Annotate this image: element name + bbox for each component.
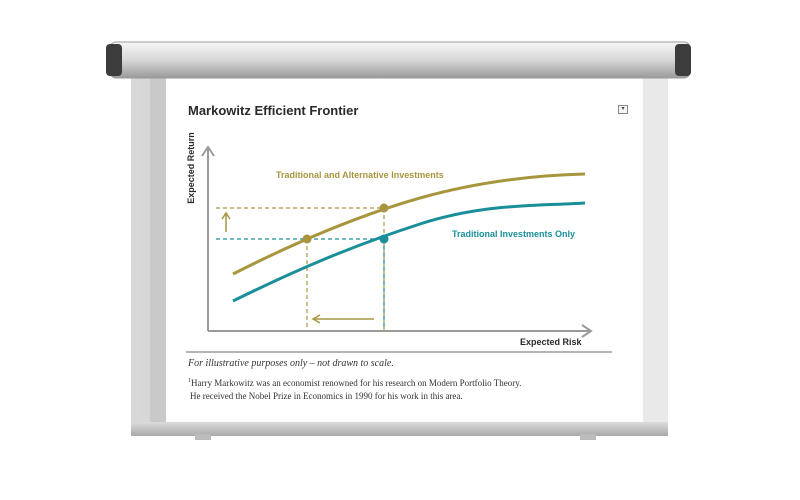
curve-label-traditional: Traditional Investments Only (452, 229, 576, 239)
chart-title: Markowitz Efficient Frontier (188, 103, 359, 118)
curve-traditional-and-alternative (232, 172, 586, 276)
point-alt-low (302, 234, 312, 244)
curve-traditional-only (232, 201, 586, 303)
up-arrow-head (221, 211, 231, 220)
y-axis-arrowhead (201, 145, 215, 157)
left-arrow-head (311, 314, 321, 324)
footnote-line-1: 1Harry Markowitz was an economist renown… (188, 378, 521, 388)
footnote-marker: 1 (188, 378, 191, 384)
point-trad (379, 234, 389, 244)
x-axis-arrowhead (581, 324, 593, 338)
dropdown-icon[interactable]: ▾ (618, 105, 628, 114)
point-alt-high (379, 203, 389, 213)
footnote-text-1: Harry Markowitz was an economist renowne… (191, 378, 522, 388)
x-axis-label: Expected Risk (520, 337, 582, 347)
y-axis-label: Expected Return (186, 132, 196, 204)
illustrative-note: For illustrative purposes only – not dra… (188, 358, 394, 369)
curve-label-alternative: Traditional and Alternative Investments (276, 170, 444, 180)
footnote-line-2: He received the Nobel Prize in Economics… (190, 391, 463, 401)
